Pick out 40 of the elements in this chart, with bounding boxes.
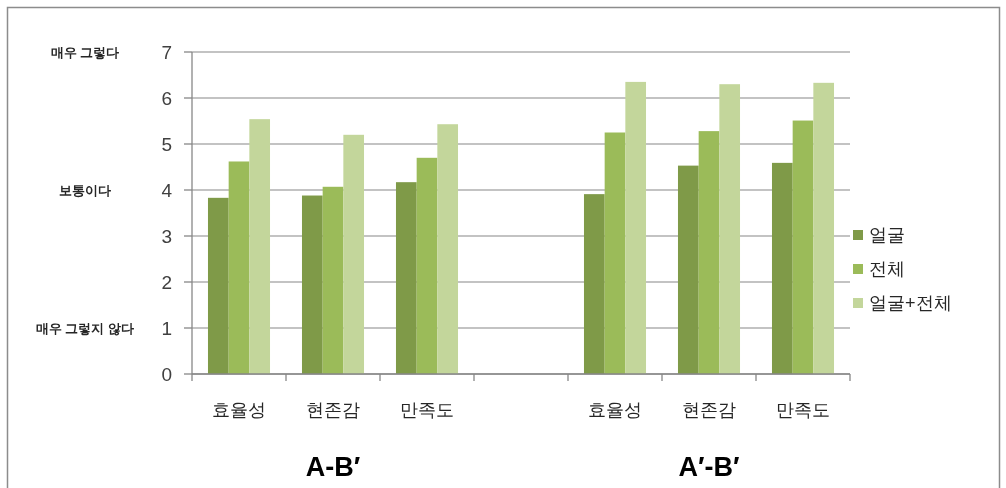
bar (719, 84, 741, 374)
x-tick-label: 만족도 (400, 400, 454, 420)
bar (698, 131, 720, 374)
bar (677, 165, 699, 374)
legend-label: 얼굴+전체 (869, 293, 952, 314)
x-tick-label: 현존감 (682, 400, 736, 420)
x-tick-label: 효율성 (588, 400, 642, 420)
x-tick-label: 현존감 (306, 400, 360, 420)
bar (583, 194, 605, 374)
y-tick-label: 2 (161, 271, 172, 293)
bar (322, 186, 344, 374)
legend-label: 전체 (869, 259, 905, 280)
text: 매우 그렇다 (50, 44, 120, 60)
bar (771, 162, 793, 374)
y-tick-label: 1 (161, 317, 172, 339)
text: 매우 그렇지 않다 (35, 320, 135, 336)
x-tick-label: 효율성 (212, 400, 266, 420)
bar (343, 134, 365, 374)
bar (437, 124, 459, 374)
text: A-B′ (305, 452, 361, 482)
bar (207, 197, 229, 374)
y-tick-label: 0 (161, 363, 172, 385)
bar (416, 157, 438, 374)
text: A′-B′ (678, 452, 740, 482)
bar (228, 161, 250, 374)
bar (395, 182, 417, 374)
x-tick-label: 만족도 (776, 400, 830, 420)
bar (625, 81, 647, 374)
text: 보통이다 (59, 182, 111, 198)
y-tick-label: 5 (161, 133, 172, 155)
bar (301, 195, 323, 374)
legend-label: 얼굴 (869, 225, 905, 246)
y-tick-label: 7 (161, 41, 172, 63)
bar (792, 120, 814, 374)
bar (604, 132, 626, 374)
bar (249, 119, 271, 374)
y-tick-label: 4 (161, 179, 173, 201)
bar (813, 82, 835, 374)
y-tick-label: 3 (161, 225, 172, 247)
y-tick-label: 6 (161, 87, 172, 109)
